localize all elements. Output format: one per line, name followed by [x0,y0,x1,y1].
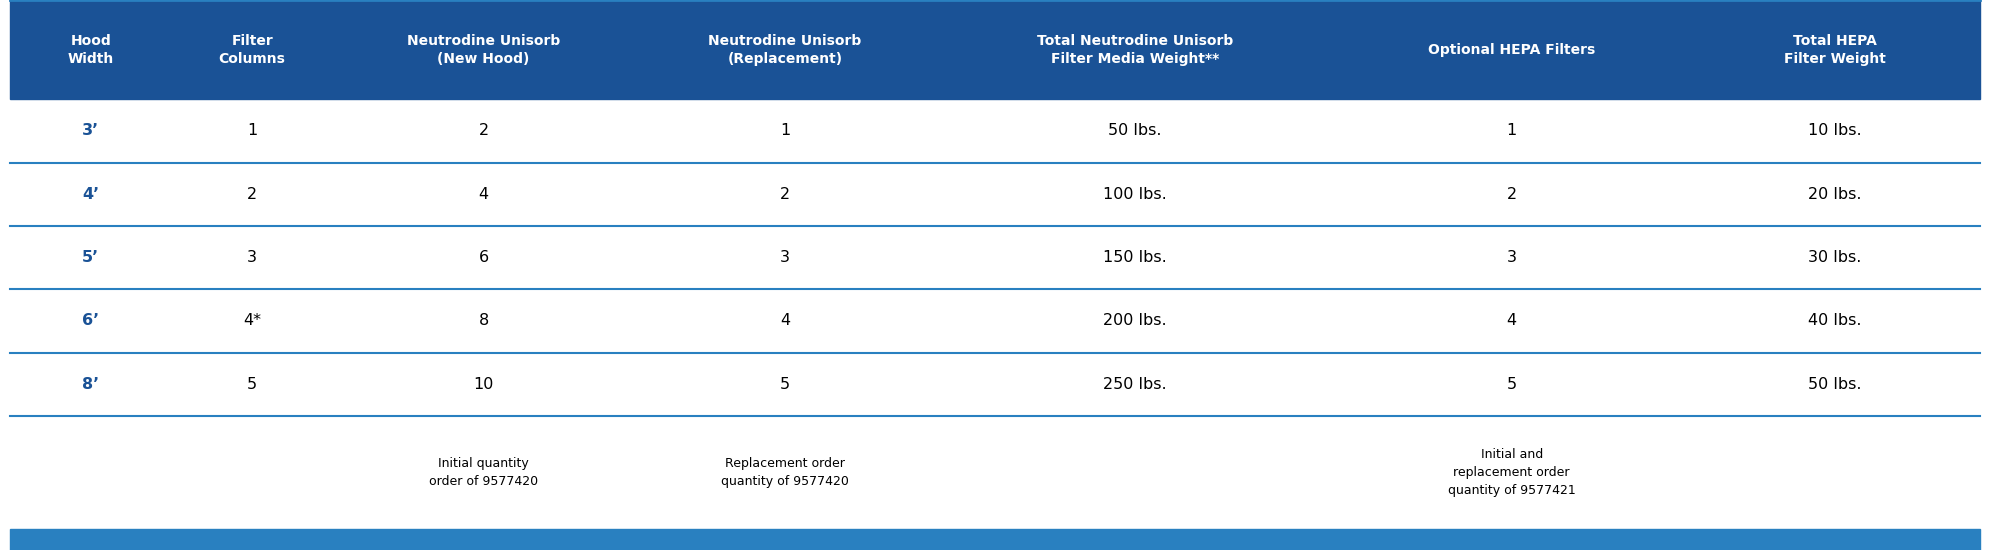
Bar [10,0,1979,99]
Text: 4: 4 [1506,314,1516,328]
Bar [10,99,1979,163]
Text: 6’: 6’ [82,314,99,328]
Text: 3’: 3’ [82,123,99,139]
Text: 200 lbs.: 200 lbs. [1102,314,1166,328]
Text: 1: 1 [780,123,790,139]
Text: 2: 2 [477,123,489,139]
Text: 150 lbs.: 150 lbs. [1102,250,1166,265]
Text: 100 lbs.: 100 lbs. [1102,187,1166,202]
Bar [10,529,1979,550]
Text: 50 lbs.: 50 lbs. [1108,123,1162,139]
Text: Initial and
replacement order
quantity of 9577421: Initial and replacement order quantity o… [1448,448,1575,497]
Text: 2: 2 [1506,187,1516,202]
Text: 3: 3 [247,250,257,265]
Text: 50 lbs.: 50 lbs. [1808,377,1860,392]
Bar [10,289,1979,353]
Text: 1: 1 [247,123,257,139]
Text: 5: 5 [1506,377,1516,392]
Text: 250 lbs.: 250 lbs. [1102,377,1166,392]
Text: Neutrodine Unisorb
(Replacement): Neutrodine Unisorb (Replacement) [708,34,861,65]
Text: Replacement order
quantity of 9577420: Replacement order quantity of 9577420 [720,456,849,488]
Text: Initial quantity
order of 9577420: Initial quantity order of 9577420 [430,456,537,488]
Text: 6: 6 [477,250,489,265]
Text: 4: 4 [780,314,790,328]
Text: 8’: 8’ [82,377,99,392]
Text: Optional HEPA Filters: Optional HEPA Filters [1428,43,1595,57]
Text: 2: 2 [780,187,790,202]
Text: 8: 8 [477,314,489,328]
Text: 5’: 5’ [82,250,99,265]
Bar [10,353,1979,416]
Text: 3: 3 [780,250,790,265]
Text: Neutrodine Unisorb
(New Hood): Neutrodine Unisorb (New Hood) [408,34,561,65]
Text: 4’: 4’ [82,187,99,202]
Text: 5: 5 [780,377,790,392]
Text: 4: 4 [477,187,489,202]
Text: 30 lbs.: 30 lbs. [1808,250,1860,265]
Text: 40 lbs.: 40 lbs. [1808,314,1860,328]
Text: Hood
Width: Hood Width [68,34,113,65]
Bar [10,226,1979,289]
Text: 20 lbs.: 20 lbs. [1808,187,1860,202]
Text: 3: 3 [1506,250,1516,265]
Bar [10,163,1979,226]
Text: 4*: 4* [243,314,261,328]
Bar [10,416,1979,529]
Text: 2: 2 [247,187,257,202]
Text: 10: 10 [473,377,493,392]
Text: Total Neutrodine Unisorb
Filter Media Weight**: Total Neutrodine Unisorb Filter Media We… [1036,34,1233,65]
Text: 5: 5 [247,377,257,392]
Text: 1: 1 [1506,123,1516,139]
Text: 10 lbs.: 10 lbs. [1806,123,1860,139]
Text: Total HEPA
Filter Weight: Total HEPA Filter Weight [1782,34,1886,65]
Text: Filter
Columns: Filter Columns [219,34,286,65]
